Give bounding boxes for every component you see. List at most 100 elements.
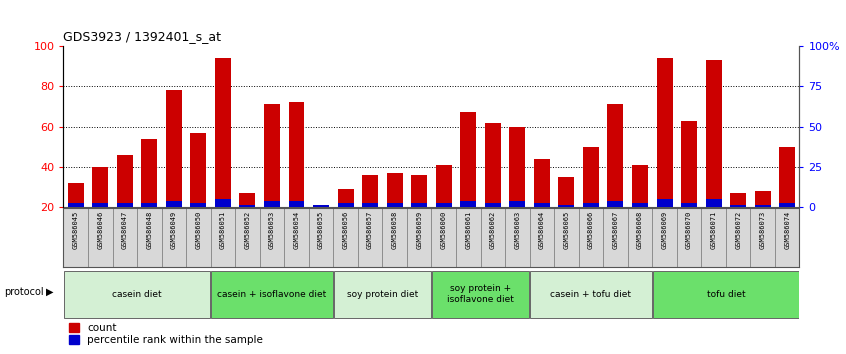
Bar [288,201,305,207]
Text: GSM586065: GSM586065 [563,211,569,249]
Bar [362,175,378,207]
Bar [166,201,182,207]
Text: GSM586053: GSM586053 [269,211,275,249]
Text: GSM586069: GSM586069 [662,211,667,249]
Bar [583,147,599,207]
Bar [362,203,378,207]
Bar [264,201,280,207]
Text: GSM586074: GSM586074 [784,211,790,249]
Legend: count, percentile rank within the sample: count, percentile rank within the sample [69,323,263,345]
Bar [117,203,133,207]
Bar [656,58,673,207]
Bar [141,203,157,207]
FancyBboxPatch shape [530,270,651,318]
Text: GSM586056: GSM586056 [343,211,349,249]
Text: GSM586048: GSM586048 [146,211,152,249]
Text: GSM586072: GSM586072 [735,211,741,249]
Text: GSM586061: GSM586061 [465,211,471,249]
Bar [755,205,771,207]
Bar [239,193,255,207]
Text: GSM586047: GSM586047 [122,211,128,249]
FancyBboxPatch shape [212,270,332,318]
Bar [92,203,108,207]
Bar [460,113,476,207]
Bar [313,205,329,207]
Bar [387,203,403,207]
Bar [583,203,599,207]
Text: GSM586059: GSM586059 [416,211,422,249]
Text: GSM586060: GSM586060 [441,211,447,249]
Bar [681,203,697,207]
Text: GSM586051: GSM586051 [220,211,226,249]
Bar [264,104,280,207]
Text: GSM586071: GSM586071 [711,211,717,249]
Bar [509,201,525,207]
Text: GSM586067: GSM586067 [613,211,618,249]
Text: soy protein diet: soy protein diet [347,290,418,299]
Bar [656,199,673,207]
Text: casein + tofu diet: casein + tofu diet [551,290,631,299]
Bar [681,120,697,207]
Text: GSM586050: GSM586050 [195,211,201,249]
Bar [755,191,771,207]
Bar [779,203,795,207]
Bar [706,60,722,207]
Bar [558,205,574,207]
Text: GSM586046: GSM586046 [97,211,103,249]
Bar [338,189,354,207]
Bar [68,183,84,207]
Text: GSM586055: GSM586055 [318,211,324,249]
Text: casein diet: casein diet [113,290,162,299]
Bar [558,177,574,207]
Bar [338,203,354,207]
Bar [460,201,476,207]
FancyBboxPatch shape [64,270,210,318]
FancyBboxPatch shape [432,270,529,318]
FancyBboxPatch shape [334,270,431,318]
Bar [436,203,452,207]
Text: ▶: ▶ [46,286,53,297]
Bar [215,58,231,207]
Bar [166,90,182,207]
Bar [534,203,550,207]
Text: GDS3923 / 1392401_s_at: GDS3923 / 1392401_s_at [63,30,222,44]
Bar [190,133,206,207]
Text: GSM586066: GSM586066 [588,211,594,249]
Text: GSM586057: GSM586057 [367,211,373,249]
Bar [509,127,525,207]
Bar [436,165,452,207]
Bar [632,203,648,207]
Text: tofu diet: tofu diet [706,290,745,299]
Text: GSM586063: GSM586063 [514,211,520,249]
Text: GSM586068: GSM586068 [637,211,643,249]
Bar [779,147,795,207]
Bar [706,199,722,207]
Bar [485,203,501,207]
Bar [117,155,133,207]
FancyBboxPatch shape [653,270,799,318]
Bar [387,173,403,207]
Text: GSM586058: GSM586058 [392,211,398,249]
Bar [632,165,648,207]
Text: protocol: protocol [4,286,44,297]
Bar [239,205,255,207]
Text: GSM586073: GSM586073 [760,211,766,249]
Bar [190,203,206,207]
Bar [411,203,427,207]
Bar [607,201,624,207]
Bar [534,159,550,207]
Text: GSM586049: GSM586049 [171,211,177,249]
Bar [411,175,427,207]
Bar [730,205,746,207]
Text: GSM586052: GSM586052 [244,211,250,249]
Bar [92,167,108,207]
Text: GSM586070: GSM586070 [686,211,692,249]
Text: GSM586062: GSM586062 [490,211,496,249]
Text: GSM586045: GSM586045 [73,211,79,249]
Bar [607,104,624,207]
Bar [141,139,157,207]
Bar [215,199,231,207]
Text: GSM586064: GSM586064 [539,211,545,249]
Text: GSM586054: GSM586054 [294,211,299,249]
Bar [68,203,84,207]
